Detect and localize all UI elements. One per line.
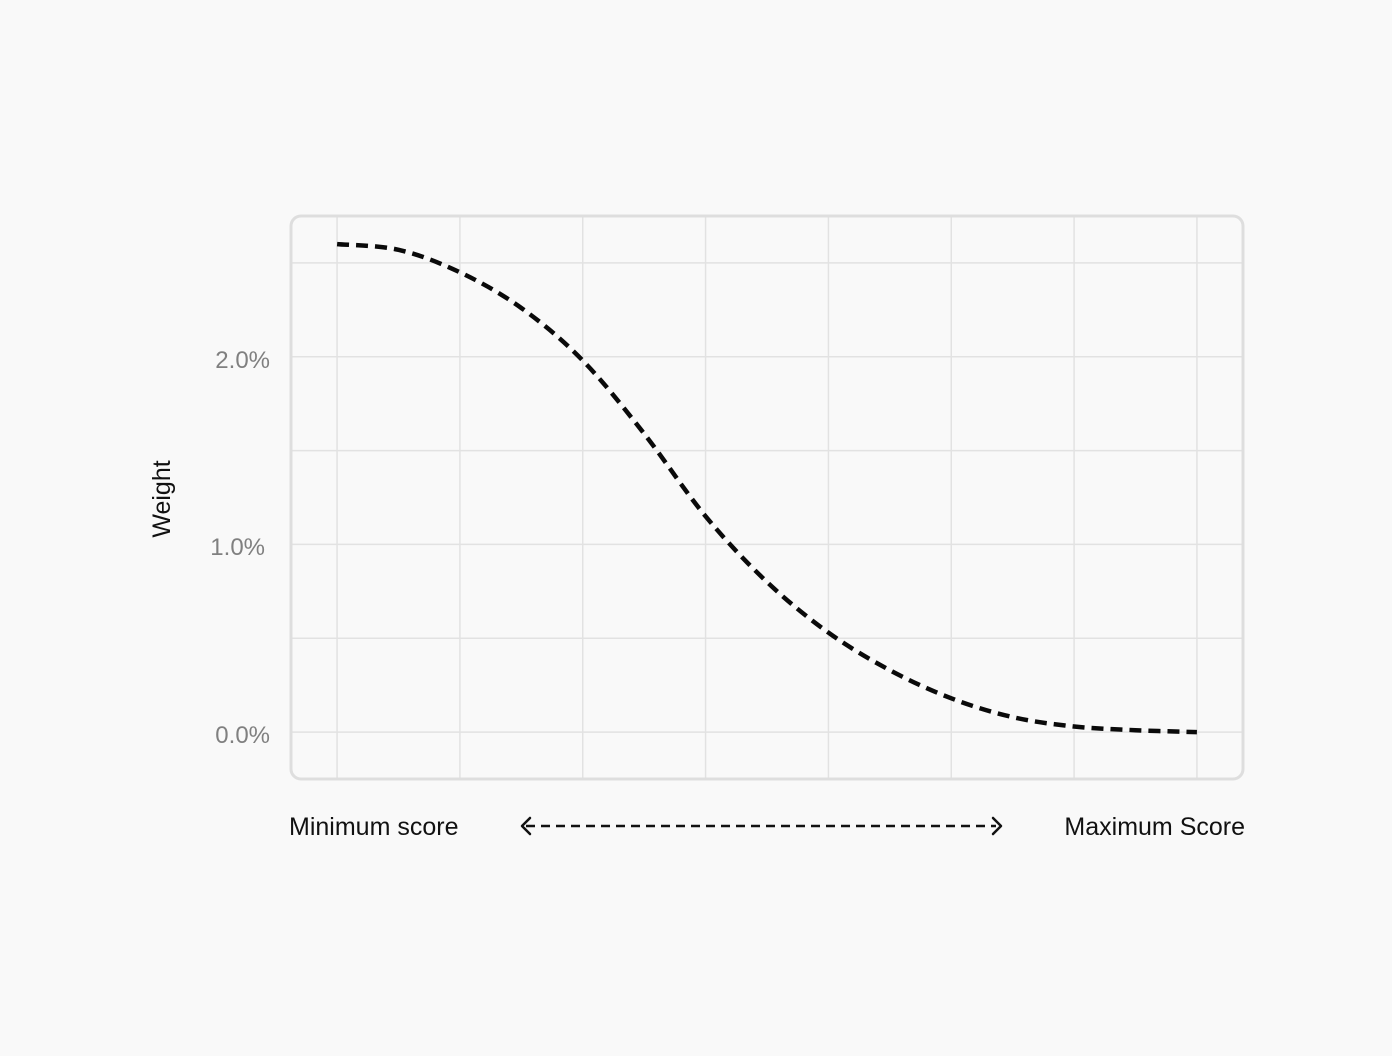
grid	[291, 216, 1243, 779]
y-tick-label: 2.0%	[215, 347, 270, 374]
y-tick-label: 1.0%	[210, 534, 265, 561]
x-axis-max-label: Maximum Score	[1064, 813, 1245, 841]
double-arrow-icon	[520, 816, 1003, 836]
y-axis-ticks: 2.0% 1.0% 0.0%	[210, 347, 270, 749]
y-axis-label: Weight	[148, 460, 176, 537]
plot-frame	[289, 214, 1245, 781]
x-axis-min-label: Minimum score	[289, 813, 458, 841]
series-line	[336, 241, 1197, 735]
y-tick-label: 0.0%	[215, 722, 270, 749]
